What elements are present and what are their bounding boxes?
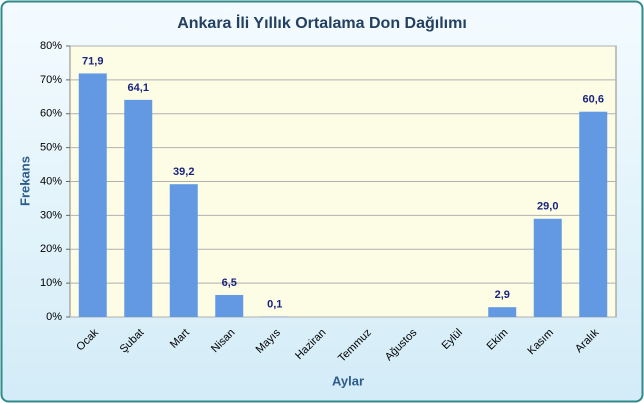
y-tick-label: 80% bbox=[40, 40, 62, 52]
value-label: 60,6 bbox=[583, 94, 604, 106]
value-label: 64,1 bbox=[128, 82, 149, 94]
y-tick-label: 70% bbox=[40, 74, 62, 86]
y-tick-label: 40% bbox=[40, 175, 62, 187]
bar bbox=[533, 218, 562, 317]
chart-title: Ankara İli Yıllık Ortalama Don Dağılımı bbox=[177, 14, 467, 32]
bar bbox=[488, 307, 517, 317]
x-axis-label: Aylar bbox=[332, 373, 364, 388]
bar bbox=[124, 99, 153, 317]
bar bbox=[78, 73, 107, 317]
value-label: 6,5 bbox=[222, 277, 237, 289]
value-label: 0,1 bbox=[267, 299, 282, 311]
y-tick-label: 30% bbox=[40, 209, 62, 221]
bar bbox=[215, 294, 244, 317]
y-tick-label: 20% bbox=[40, 243, 62, 255]
y-axis-label: Frekans bbox=[17, 156, 32, 206]
bar bbox=[579, 111, 608, 317]
value-label: 71,9 bbox=[82, 55, 103, 67]
y-tick-label: 50% bbox=[40, 142, 62, 154]
bar bbox=[169, 184, 198, 317]
value-label: 29,0 bbox=[537, 201, 558, 213]
value-label: 39,2 bbox=[173, 166, 194, 178]
y-tick-label: 0% bbox=[46, 311, 62, 323]
y-tick-label: 10% bbox=[40, 277, 62, 289]
value-label: 2,9 bbox=[495, 289, 510, 301]
y-tick-label: 60% bbox=[40, 108, 62, 120]
